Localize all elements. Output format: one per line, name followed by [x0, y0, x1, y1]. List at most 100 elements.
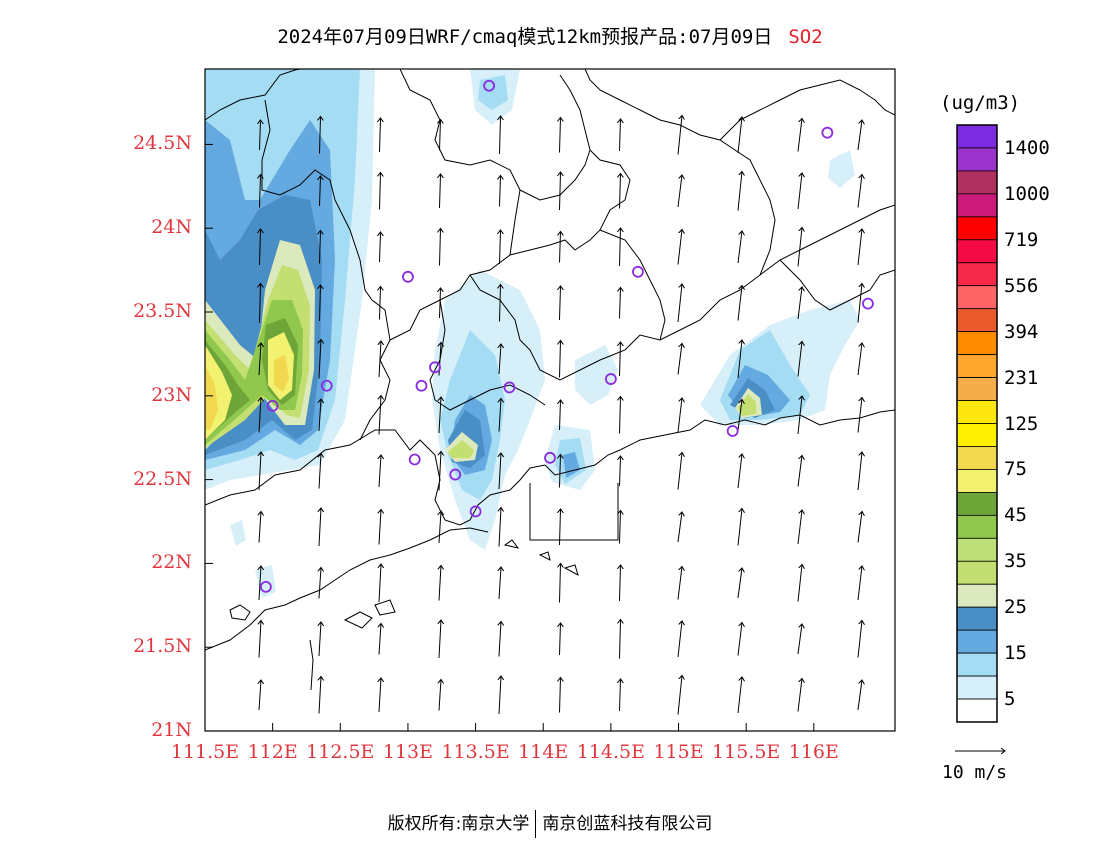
- wind-arrow: [320, 117, 321, 154]
- colorbar-swatch: [956, 262, 998, 287]
- wind-arrow: [440, 120, 441, 151]
- wind-arrow: [439, 397, 441, 434]
- wind-arrow: [560, 564, 561, 603]
- wind-arrow: [857, 229, 862, 266]
- lat-tick-label: 22N: [151, 551, 192, 574]
- island: [229, 604, 251, 621]
- monitor-site-marker: [544, 451, 556, 464]
- contour-15: [478, 75, 508, 110]
- colorbar-swatch: [956, 193, 998, 218]
- province-border: [261, 99, 391, 441]
- wind-arrow: [379, 341, 381, 378]
- wind-arrow: [499, 676, 501, 715]
- wind-arrow: [620, 342, 621, 377]
- island: [563, 564, 579, 577]
- wind-arrow: [439, 511, 441, 544]
- colorbar-swatch: [956, 216, 998, 241]
- colorbar-swatch: [956, 354, 998, 378]
- wind-arrow: [737, 340, 742, 379]
- lon-tick-label: 115E: [653, 741, 704, 763]
- wind-arrow: [379, 624, 381, 655]
- lon-tick-label: 112.5E: [306, 741, 375, 763]
- wind-arrow: [797, 119, 802, 152]
- wind-arrow: [320, 231, 321, 264]
- lon-tick-label: 113E: [382, 741, 434, 763]
- monitor-site-marker: [862, 297, 874, 310]
- wind-arrow: [858, 735, 862, 768]
- wind-arrow: [439, 452, 441, 491]
- wind-arrow: [560, 400, 561, 431]
- province-border: [779, 259, 895, 311]
- wind-arrow: [260, 175, 261, 208]
- wind-arrow: [620, 119, 621, 152]
- wind-arrow: [857, 284, 862, 323]
- wind-arrow: [737, 231, 742, 264]
- wind-arrow: [499, 508, 501, 547]
- colorbar-label: 231: [1004, 366, 1039, 389]
- wind-arrow: [319, 677, 321, 714]
- wind-arrow: [620, 174, 621, 209]
- colorbar-swatch: [956, 147, 998, 172]
- monitor-site-marker: [408, 453, 421, 466]
- page-title: 2024年07月09日WRF/cmaq模式12km预报产品:07月09日 SO2: [0, 22, 1100, 49]
- wind-arrow: [857, 398, 862, 433]
- wind-arrow: [379, 455, 381, 488]
- copyright-footer: 版权所有:南京大学 南京创蓝科技有限公司: [0, 809, 1100, 838]
- wind-arrow: [677, 284, 682, 323]
- monitor-site-marker: [449, 468, 462, 481]
- wind-arrow: [259, 452, 261, 491]
- monitor-site-marker: [266, 399, 279, 412]
- wind-arrow: [379, 564, 381, 603]
- footer-separator: [535, 810, 537, 838]
- wind-arrow: [737, 568, 742, 599]
- wind-arrow: [677, 116, 682, 155]
- wind-arrow: [379, 510, 381, 545]
- colorbar-swatch: [956, 514, 998, 539]
- wind-arrow: [319, 622, 321, 657]
- wind-arrow: [797, 624, 802, 655]
- contour-5: [828, 150, 855, 188]
- wind-arrow: [797, 228, 802, 267]
- wind-arrow: [857, 621, 862, 658]
- wind-arrow: [560, 623, 561, 656]
- contour-5: [575, 345, 618, 405]
- contour-100: [274, 355, 289, 392]
- colorbar-label: 5: [1004, 688, 1016, 711]
- wind-arrow: [677, 621, 682, 658]
- wind-arrow: [259, 512, 261, 543]
- title-pollutant: SO2: [788, 26, 823, 48]
- wind-arrow: [259, 566, 261, 601]
- colorbar-swatch: [956, 629, 998, 654]
- wind-arrow: [797, 510, 802, 545]
- concentration-field: [205, 69, 860, 598]
- wind-arrow: [500, 285, 501, 322]
- wind-arrow: [677, 175, 682, 208]
- monitor-site-marker: [469, 505, 482, 518]
- wind-arrow: [259, 398, 261, 433]
- wind-arrow: [260, 120, 261, 151]
- title-main: 2024年07月09日WRF/cmaq模式12km预报产品:07月09日: [277, 26, 773, 48]
- contour-35: [738, 394, 756, 416]
- wind-arrow: [737, 623, 742, 656]
- monitor-site-layer: [259, 79, 874, 593]
- lon-tick-label: 115.5E: [712, 741, 781, 763]
- wind-arrow: [797, 565, 802, 602]
- wind-arrow: [620, 679, 621, 712]
- wind-arrow: [677, 398, 682, 433]
- province-border: [519, 149, 591, 201]
- wind-arrow: [439, 620, 441, 659]
- lon-tick-label: 116E: [788, 741, 839, 763]
- wind-arrow: [499, 344, 501, 375]
- colorbar-swatch: [956, 124, 998, 149]
- wind-arrow: [500, 230, 501, 265]
- monitor-site-marker: [402, 270, 414, 283]
- province-border: [389, 74, 631, 341]
- lat-tick-label: 24N: [151, 216, 192, 239]
- contour-100: [205, 365, 218, 430]
- wind-arrow: [797, 342, 802, 377]
- wind-arrow: [500, 116, 501, 155]
- wind-arrow: [560, 232, 561, 263]
- monitor-site-marker: [632, 265, 644, 278]
- province-border: [429, 299, 546, 411]
